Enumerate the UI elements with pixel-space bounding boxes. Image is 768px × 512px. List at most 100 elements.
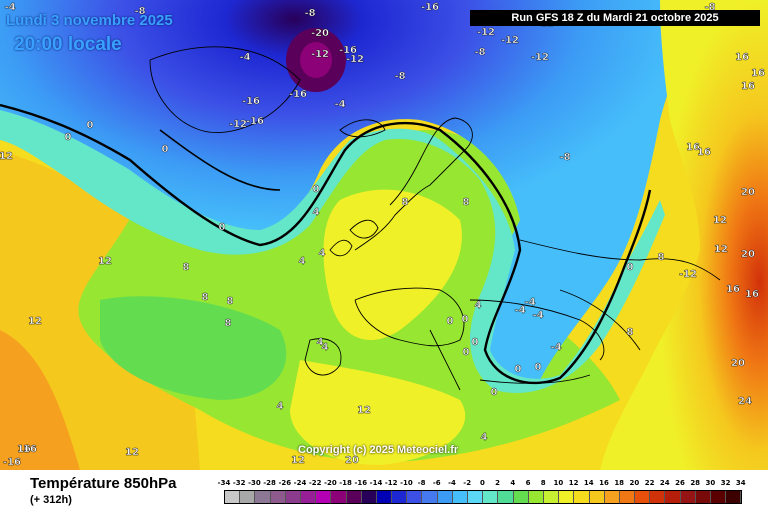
scale-color-swatch (650, 491, 666, 503)
forecast-step: (+ 312h) (30, 494, 72, 506)
scale-tick-label: 32 (720, 479, 731, 487)
zero-isotherm-line (0, 103, 652, 385)
isotherm-label: 0 (447, 316, 454, 327)
scale-color-swatch (619, 491, 636, 503)
isotherm-label: -16 (246, 116, 264, 127)
scale-tick-label: 16 (599, 479, 609, 487)
isotherm-label: 16 (726, 284, 740, 295)
zero-isotherm-band (0, 110, 665, 393)
scale-tick-label: 34 (735, 479, 746, 487)
isotherm-label: 0 (491, 387, 498, 398)
scale-tick-label: 4 (510, 479, 516, 487)
isotherm-label: 12 (125, 447, 139, 458)
copyright-text: Copyright (c) 2025 Meteociel.fr (298, 444, 459, 456)
isotherm-label: 12 (714, 244, 728, 255)
isotherm-label: -16 (339, 45, 357, 56)
isotherm-label: 20 (741, 249, 755, 260)
scale-tick-label: -28 (263, 479, 276, 487)
isotherm-label: -12 (311, 49, 329, 60)
scale-tick-label: 28 (690, 479, 701, 487)
scale-color-swatch (574, 491, 590, 503)
scale-tick-label: -16 (354, 479, 368, 487)
valid-date: Lundi 3 novembre 2025 (6, 12, 173, 29)
scale-color-swatch (498, 491, 514, 503)
isotherm-label: 12 (28, 316, 42, 327)
isotherm-label: -4 (532, 310, 543, 321)
isotherm-label: 16 (741, 81, 755, 92)
scale-color-swatch (695, 491, 711, 503)
isotherm-label: 20 (345, 455, 359, 466)
scale-color-swatch (346, 491, 362, 503)
isotherm-label: -12 (346, 54, 364, 65)
scale-tick-label: 0 (479, 479, 485, 487)
cold-core-inner (300, 42, 332, 78)
med-yellow-field (290, 360, 466, 465)
isotherm-label: 4 (313, 207, 320, 218)
isotherm-label: 8 (463, 197, 470, 208)
isotherm-label: 12 (0, 151, 13, 162)
scale-color-swatch (483, 491, 499, 503)
scale-color-swatch (255, 491, 271, 503)
scale-tick-label: 18 (614, 479, 625, 487)
isotherm-label: 0 (65, 132, 72, 143)
scale-tick-label: -24 (293, 479, 307, 487)
isotherm-label: 12 (357, 405, 371, 416)
isotherm-label: 12 (713, 215, 727, 226)
isotherm-label: 8 (627, 327, 634, 338)
scale-tick-label: -6 (432, 479, 441, 487)
isotherm-labels: -4 -8 -8-16-20-16-12 -12-4-8-16-16 -4-12-16-… (0, 2, 765, 468)
isotherm-label: -12 (501, 35, 519, 46)
isotherm-label: 0 (87, 120, 94, 131)
isotherm-label: -4 (550, 342, 561, 353)
scale-color-swatch (528, 491, 544, 503)
isotherm-label: 0 (535, 362, 542, 373)
coastlines (149, 46, 721, 391)
scale-tick-label: -20 (324, 479, 337, 487)
legend-footer: Température 850hPa (+ 312h) -34 -32 -30 -28… (0, 470, 768, 512)
scale-color-swatch (422, 491, 438, 503)
isotherm-label: 16 (17, 444, 31, 455)
isotherm-label: 0 (472, 337, 479, 348)
isotherm-label: 0 (627, 262, 634, 273)
isotherm-label: -8 (304, 8, 315, 19)
isotherm-label: -16 (3, 457, 21, 468)
isotherm-label: 16 (697, 147, 711, 158)
isotherm-label: 8 (402, 197, 409, 208)
isotherm-label: 4 (322, 342, 329, 353)
isotherm-label: 12 (98, 256, 112, 267)
isotherm-label: -16 (242, 96, 260, 107)
isotherm-label: 20 (731, 358, 745, 369)
scale-tick-label: -32 (232, 479, 246, 487)
isotherm-label: -16 (289, 89, 307, 100)
isotherm-label: -8 (704, 2, 715, 13)
valid-time: 20:00 locale (14, 34, 122, 55)
scale-tick-label: 26 (675, 479, 685, 487)
scale-tick-label: 10 (553, 479, 564, 487)
isotherm-label: -4 (334, 99, 345, 110)
scale-tick-label: 12 (568, 479, 579, 487)
isotherm-label: 4 (319, 248, 326, 259)
secondary-isotherm-line (159, 129, 281, 191)
isotherm-label: -16 (421, 2, 439, 13)
scale-tick-label: 8 (540, 479, 546, 487)
isotherm-label: 16 (745, 289, 759, 300)
isotherm-label: -12 (679, 269, 697, 280)
parameter-title: Température 850hPa (30, 475, 177, 492)
scale-color-swatch (240, 491, 256, 503)
scale-tick-label: 22 (644, 479, 655, 487)
isotherm-label: -8 (134, 6, 145, 17)
isotherm-label: 12 (291, 455, 305, 466)
scale-color-swatch (300, 491, 317, 503)
isotherm-label: 4 (299, 256, 306, 267)
isotherm-label: 0 (219, 222, 226, 233)
isotherm-label: -4 (514, 305, 525, 316)
isotherm-label: 0 (463, 347, 470, 358)
isotherm-label: -8 (559, 152, 570, 163)
scale-color-swatch (468, 491, 484, 503)
isotherm-label: 4 (317, 337, 324, 348)
scale-color-swatch (376, 491, 393, 503)
scale-color-swatch (452, 491, 468, 503)
scale-color-swatch (604, 491, 620, 503)
isotherm-label: 4 (481, 432, 488, 443)
